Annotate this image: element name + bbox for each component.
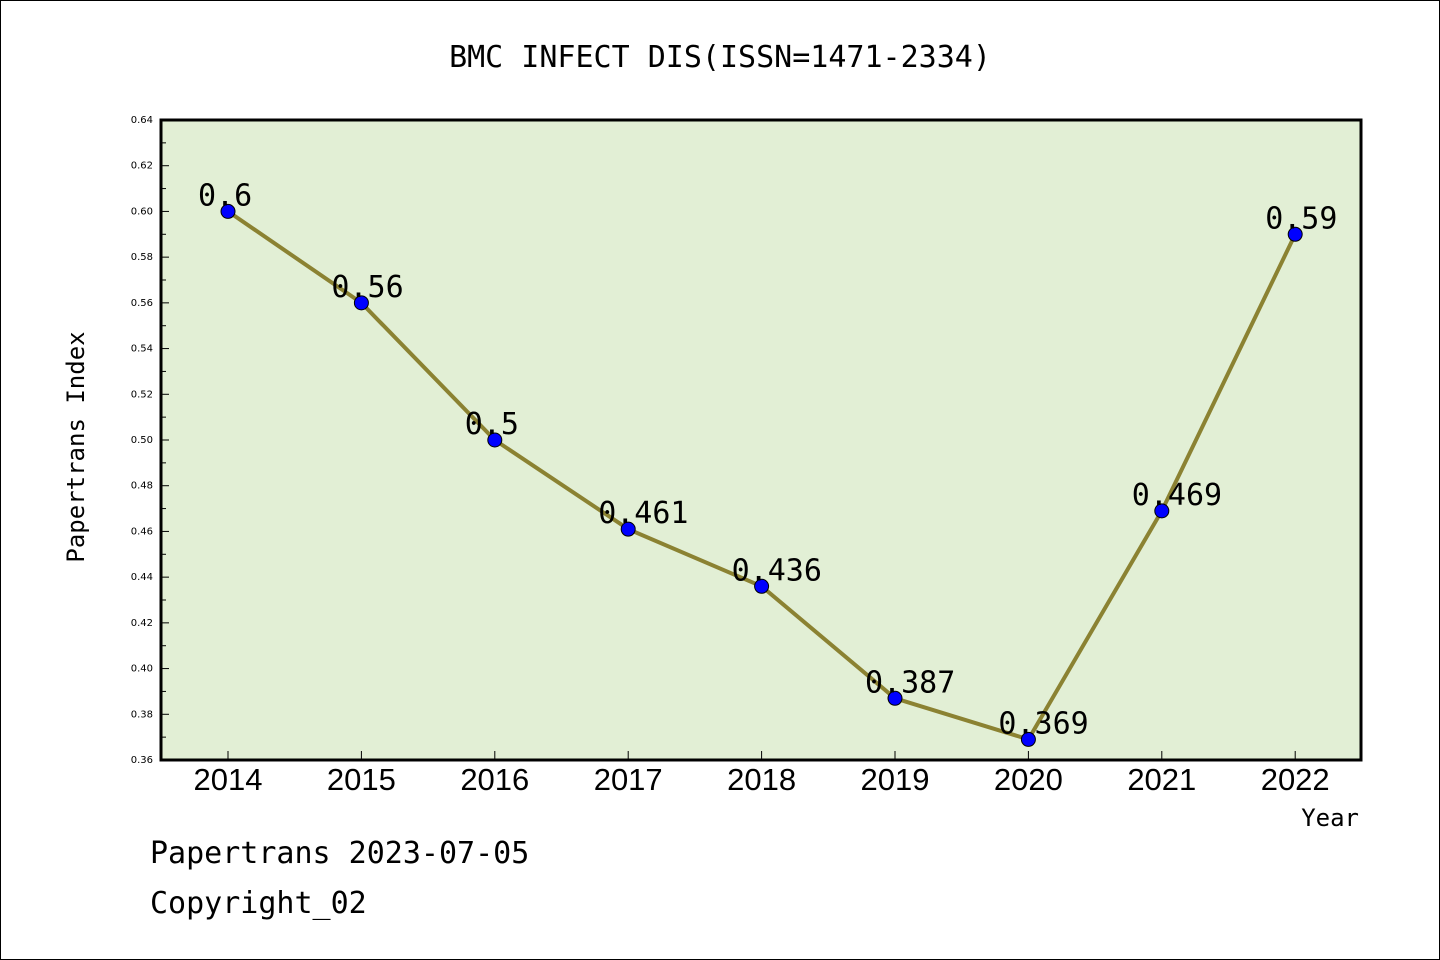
data-point xyxy=(620,521,636,537)
x-axis-label: Year xyxy=(1301,804,1359,832)
data-label: 0.461 xyxy=(598,496,688,531)
x-tick-label: 2020 xyxy=(994,762,1063,797)
footer-date: Papertrans 2023-07-05 xyxy=(150,836,530,871)
x-tick-label: 2016 xyxy=(460,762,529,797)
x-axis: 2014 2015 2016 2017 2018 2019 2020 2021 2022 xyxy=(194,751,1330,797)
y-tick-label: 0.36 xyxy=(131,755,153,766)
data-label: 0.56 xyxy=(331,270,403,305)
data-point xyxy=(487,432,503,448)
data-point xyxy=(887,690,903,706)
x-tick-label: 2018 xyxy=(727,762,796,797)
y-tick-label: 0.40 xyxy=(131,664,153,675)
data-labels: 0.6 0.56 0.5 0.461 0.436 0.387 0.369 0.469 0.59 xyxy=(198,178,1337,741)
data-label: 0.59 xyxy=(1265,201,1337,236)
data-point xyxy=(754,578,770,594)
y-tick-label: 0.56 xyxy=(131,298,153,309)
y-tick-label: 0.48 xyxy=(131,481,153,492)
y-tick-label: 0.46 xyxy=(131,526,153,537)
y-tick-label: 0.64 xyxy=(131,115,153,126)
y-tick-label: 0.44 xyxy=(131,572,153,583)
data-label: 0.6 xyxy=(198,178,252,213)
y-tick-label: 0.50 xyxy=(131,435,153,446)
data-point xyxy=(220,203,236,219)
data-label: 0.436 xyxy=(732,553,822,588)
data-label: 0.469 xyxy=(1132,478,1222,513)
data-point xyxy=(1020,731,1036,747)
y-tick-label: 0.62 xyxy=(131,161,153,172)
x-tick-label: 2014 xyxy=(194,762,263,797)
x-tick-label: 2022 xyxy=(1261,762,1330,797)
plot-area xyxy=(161,120,1361,760)
data-label: 0.387 xyxy=(865,665,955,700)
x-tick-label: 2015 xyxy=(327,762,396,797)
y-tick-label: 0.38 xyxy=(131,709,153,720)
x-tick-label: 2017 xyxy=(594,762,663,797)
data-points xyxy=(220,203,1303,747)
plot-border xyxy=(159,118,1363,762)
x-tick-label: 2021 xyxy=(1127,762,1196,797)
data-point xyxy=(1287,226,1303,242)
data-point xyxy=(1154,503,1170,519)
data-label: 0.5 xyxy=(465,407,519,442)
y-tick-label: 0.52 xyxy=(131,389,153,400)
y-tick-label: 0.60 xyxy=(131,206,153,217)
data-label: 0.369 xyxy=(998,706,1088,741)
data-point xyxy=(353,295,369,311)
y-tick-label: 0.58 xyxy=(131,252,153,263)
x-tick-label: 2019 xyxy=(861,762,930,797)
y-tick-label: 0.42 xyxy=(131,618,153,629)
y-axis: 0.36 0.38 0.40 0.42 0.44 0.46 0.48 0.50 0.52 0.54… xyxy=(131,115,169,766)
chart-title: BMC INFECT DIS(ISSN=1471-2334) xyxy=(449,40,991,75)
footer-copyright: Copyright_02 xyxy=(150,886,367,921)
y-axis-label: Papertrans Index xyxy=(62,331,90,562)
y-tick-label: 0.54 xyxy=(131,344,153,355)
